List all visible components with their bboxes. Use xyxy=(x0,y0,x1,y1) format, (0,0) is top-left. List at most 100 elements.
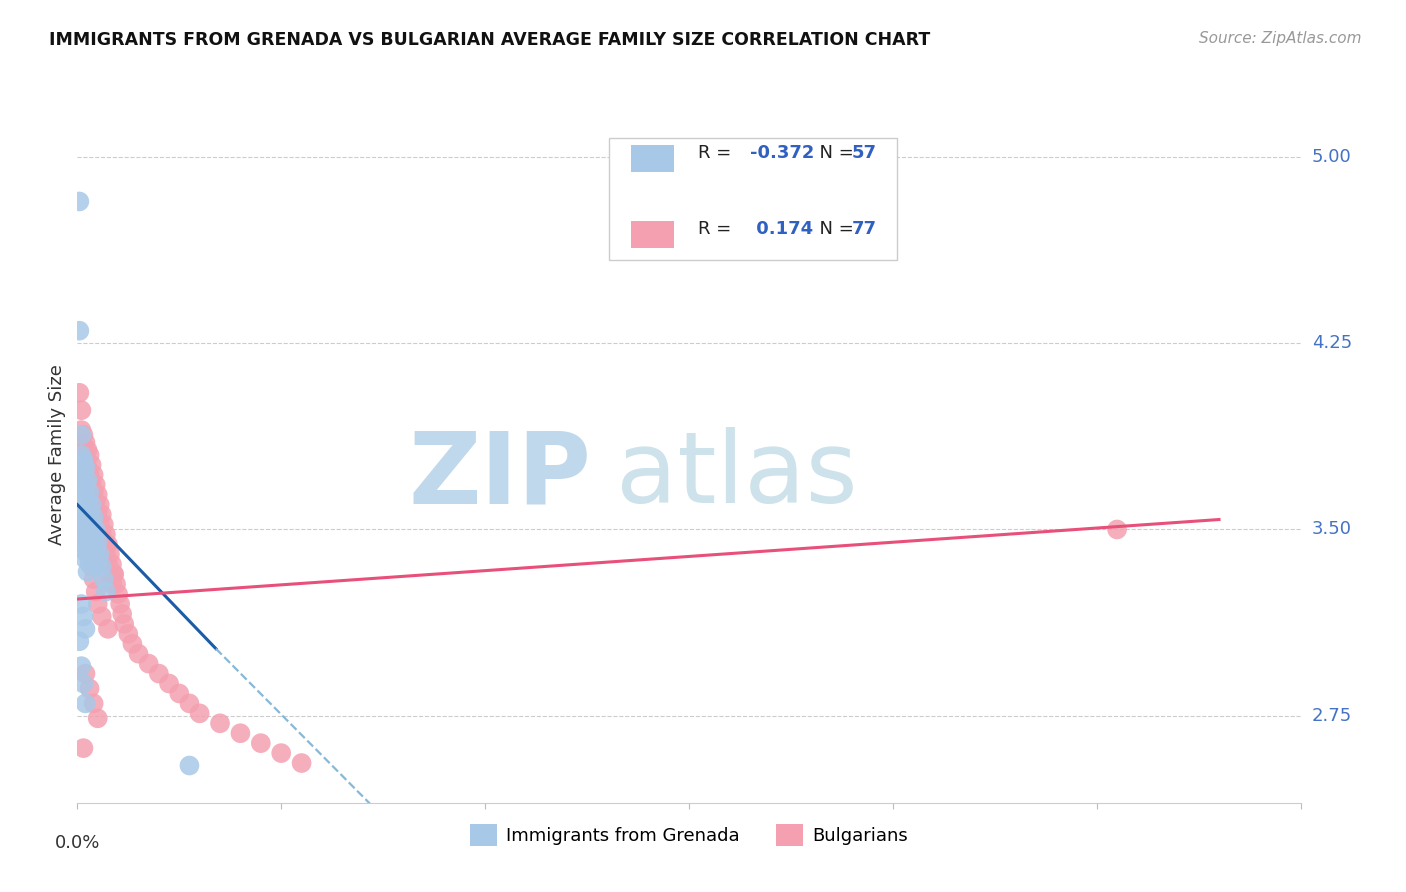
Point xyxy=(90,508,112,522)
Point xyxy=(67,324,90,338)
Text: 2.75: 2.75 xyxy=(1312,706,1353,725)
Point xyxy=(89,498,111,512)
Text: 4.25: 4.25 xyxy=(1312,334,1353,352)
Point xyxy=(72,510,94,524)
Point xyxy=(67,194,90,209)
Point xyxy=(75,515,97,529)
Point xyxy=(72,609,94,624)
Bar xyxy=(631,145,675,172)
Point xyxy=(79,505,101,519)
Point xyxy=(94,527,117,541)
Point xyxy=(80,559,103,574)
Point xyxy=(79,547,101,561)
Point xyxy=(75,467,97,482)
Point xyxy=(79,540,101,554)
Point xyxy=(70,659,93,673)
Point xyxy=(101,558,124,572)
Point xyxy=(83,572,105,586)
Text: ZIP: ZIP xyxy=(408,427,591,524)
Point xyxy=(103,567,125,582)
Text: atlas: atlas xyxy=(616,427,858,524)
Point xyxy=(84,512,107,526)
Point xyxy=(72,453,94,467)
Point xyxy=(93,572,115,586)
Point xyxy=(87,535,110,549)
Point xyxy=(76,565,98,579)
Point xyxy=(75,477,97,491)
Point xyxy=(75,666,97,681)
Point xyxy=(75,697,97,711)
Point xyxy=(93,537,115,551)
Text: 57: 57 xyxy=(852,144,876,162)
Point xyxy=(89,517,111,532)
Point xyxy=(108,597,131,611)
Point xyxy=(75,552,97,566)
Point xyxy=(290,756,312,770)
Point xyxy=(72,477,94,491)
Point xyxy=(179,758,201,772)
Point xyxy=(67,634,90,648)
Point xyxy=(79,681,101,696)
Point xyxy=(97,622,120,636)
Point xyxy=(97,537,120,551)
Point xyxy=(93,517,115,532)
Text: R =: R = xyxy=(697,219,737,238)
Point xyxy=(70,403,93,417)
Point xyxy=(94,584,117,599)
Point xyxy=(80,495,103,509)
Point xyxy=(76,527,98,541)
Point xyxy=(87,488,110,502)
Text: 5.00: 5.00 xyxy=(1312,148,1351,166)
Point xyxy=(84,584,107,599)
Text: 77: 77 xyxy=(852,219,876,238)
Text: R =: R = xyxy=(697,144,737,162)
Point xyxy=(76,492,98,507)
Y-axis label: Average Family Size: Average Family Size xyxy=(48,365,66,545)
Point xyxy=(75,622,97,636)
Point xyxy=(70,473,93,487)
Point xyxy=(89,547,111,561)
Point xyxy=(83,530,105,544)
Point xyxy=(179,697,201,711)
Point xyxy=(83,547,105,561)
Point xyxy=(105,577,128,591)
Point xyxy=(72,453,94,467)
Point xyxy=(138,657,160,671)
Point xyxy=(84,523,107,537)
Point xyxy=(72,492,94,507)
Point xyxy=(75,527,97,541)
Point xyxy=(117,627,139,641)
Point xyxy=(80,517,103,532)
Point xyxy=(188,706,211,721)
Point xyxy=(75,498,97,512)
Point xyxy=(90,527,112,541)
Point xyxy=(98,567,121,582)
Point xyxy=(90,559,112,574)
Point xyxy=(80,535,103,549)
Point xyxy=(84,542,107,557)
Point xyxy=(79,485,101,500)
Bar xyxy=(631,221,675,248)
Point xyxy=(84,559,107,574)
Point xyxy=(72,428,94,442)
Point xyxy=(250,736,273,750)
Text: 0.174: 0.174 xyxy=(751,219,813,238)
Point xyxy=(97,558,120,572)
FancyBboxPatch shape xyxy=(609,138,897,260)
Text: IMMIGRANTS FROM GRENADA VS BULGARIAN AVERAGE FAMILY SIZE CORRELATION CHART: IMMIGRANTS FROM GRENADA VS BULGARIAN AVE… xyxy=(49,31,931,49)
Text: N =: N = xyxy=(807,144,859,162)
Point xyxy=(79,485,101,500)
Point xyxy=(70,597,93,611)
Point xyxy=(87,505,110,519)
Point xyxy=(70,463,93,477)
Point xyxy=(67,385,90,400)
Point xyxy=(84,477,107,491)
Point xyxy=(1107,523,1129,537)
Point xyxy=(208,716,231,731)
Point xyxy=(83,467,105,482)
Text: N =: N = xyxy=(807,219,859,238)
Point xyxy=(76,473,98,487)
Point xyxy=(72,466,94,480)
Point xyxy=(94,547,117,561)
Point xyxy=(229,726,252,740)
